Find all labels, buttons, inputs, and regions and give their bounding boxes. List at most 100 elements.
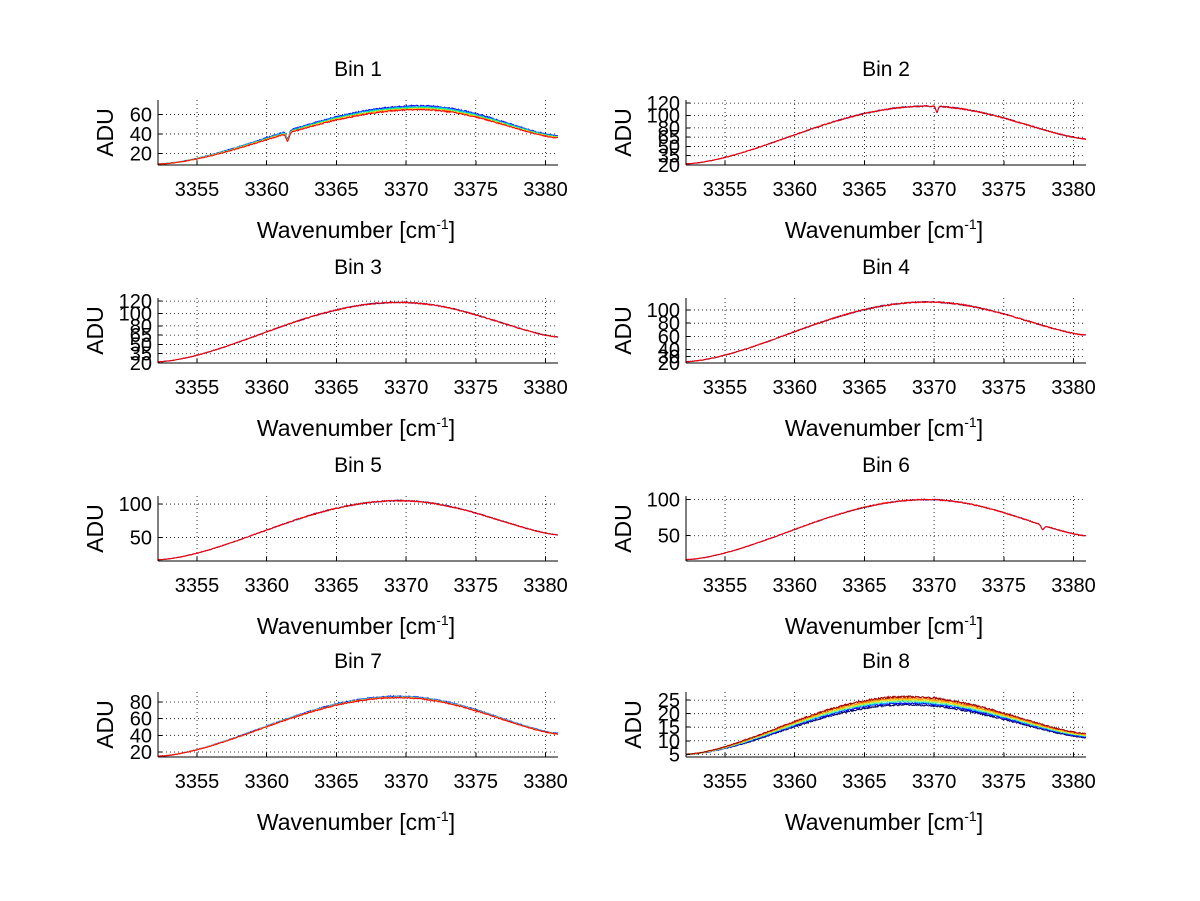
x-tick-label: 3375 [982,377,1027,399]
x-tick-label: 3380 [523,771,568,793]
y-tick-label: 35 [130,344,152,366]
x-tick-label: 3365 [842,771,887,793]
x-tick-label: 3370 [384,377,429,399]
y-tick-label: 120 [119,291,152,313]
x-tick-label: 3370 [912,771,957,793]
y-tick-label: 20 [658,155,680,177]
y-tick-label: 80 [658,118,680,140]
series-line [157,695,559,757]
series-line [685,300,1086,363]
x-axis-label: Wavenumber [cm-1] [257,612,455,639]
panel-title: Bin 3 [334,256,382,279]
y-tick-label: 100 [647,300,680,322]
series-line [685,700,1087,756]
x-tick-label: 3360 [244,179,289,201]
y-tick-label: 80 [130,692,152,714]
x-tick-label: 3365 [314,377,359,399]
y-tick-label: 5 [669,744,680,766]
x-tick-label: 3355 [175,179,220,201]
y-tick-label: 65 [658,127,680,149]
y-tick-label: 50 [130,334,152,356]
y-tick-label: 60 [130,709,152,731]
series-line [157,696,559,757]
x-axis-label: Wavenumber [cm-1] [785,808,983,835]
x-tick-label: 3370 [912,179,957,201]
x-tick-label: 3355 [703,771,748,793]
y-axis-label: ADU [620,700,646,749]
x-tick-label: 3365 [314,771,359,793]
series-line [685,300,1087,363]
y-tick-label: 20 [130,742,152,764]
x-tick-label: 3360 [772,575,817,597]
y-tick-label: 80 [658,313,680,335]
x-tick-label: 3375 [982,575,1027,597]
series-line [157,696,558,757]
series-line [157,301,559,363]
x-tick-label: 3380 [1051,179,1096,201]
series-line [157,499,559,561]
y-tick-label: 20 [130,143,152,165]
x-tick-label: 3365 [842,377,887,399]
series-line [157,108,558,165]
series-line [685,694,1087,755]
y-tick-label: 10 [658,731,680,753]
y-tick-label: 50 [130,528,152,550]
y-tick-label: 100 [119,303,152,325]
subplot-bin-5: Bin 5 3355 3360 3365 3370 3375 3380 50 100 Wavenu… [82,454,568,639]
panel-title: Bin 1 [334,58,382,81]
series-line [686,498,1087,561]
x-tick-label: 3370 [384,771,429,793]
x-tick-label: 3380 [523,377,568,399]
x-axis-label: Wavenumber [cm-1] [257,216,455,243]
x-tick-label: 3370 [912,377,957,399]
panel-title: Bin 2 [862,58,910,81]
series-line [157,107,559,165]
y-tick-label: 60 [658,326,680,348]
y-tick-label: 100 [119,494,152,516]
x-tick-label: 3370 [384,575,429,597]
x-tick-label: 3360 [772,771,817,793]
y-tick-label: 20 [658,704,680,726]
x-tick-label: 3375 [982,771,1027,793]
y-tick-label: 60 [130,105,152,127]
y-axis-label: ADU [610,504,636,553]
x-tick-label: 3370 [384,179,429,201]
x-tick-label: 3360 [772,377,817,399]
y-tick-label: 50 [658,526,680,548]
series-line [157,695,559,758]
y-tick-label: 20 [658,353,680,375]
x-tick-label: 3355 [175,771,220,793]
y-tick-label: 100 [647,105,680,127]
y-tick-label: 65 [130,325,152,347]
x-tick-label: 3380 [523,179,568,201]
y-tick-label: 25 [658,690,680,712]
x-tick-label: 3355 [703,179,748,201]
x-tick-label: 3360 [772,179,817,201]
series-line [685,104,1087,165]
y-tick-label: 100 [647,490,680,512]
series-line [157,301,559,363]
x-axis-label: Wavenumber [cm-1] [785,612,983,639]
x-tick-label: 3380 [523,575,568,597]
series-line [158,499,559,561]
panel-title: Bin 7 [334,650,382,673]
y-axis-label: ADU [610,108,636,157]
x-tick-label: 3380 [1051,575,1096,597]
y-axis-label: ADU [92,700,118,749]
y-tick-label: 30 [658,346,680,368]
x-axis-label: Wavenumber [cm-1] [785,216,983,243]
subplot-bin-6: Bin 6 3355 3360 3365 3370 3375 3380 50 100 Wavenu… [610,454,1096,639]
panel-title: Bin 6 [862,454,910,477]
y-tick-label: 40 [658,340,680,362]
x-tick-label: 3365 [842,575,887,597]
series-line [685,105,1087,165]
x-axis-label: Wavenumber [cm-1] [257,808,455,835]
y-tick-label: 80 [130,316,152,338]
x-axis-label: Wavenumber [cm-1] [257,414,455,441]
x-tick-label: 3375 [454,377,499,399]
